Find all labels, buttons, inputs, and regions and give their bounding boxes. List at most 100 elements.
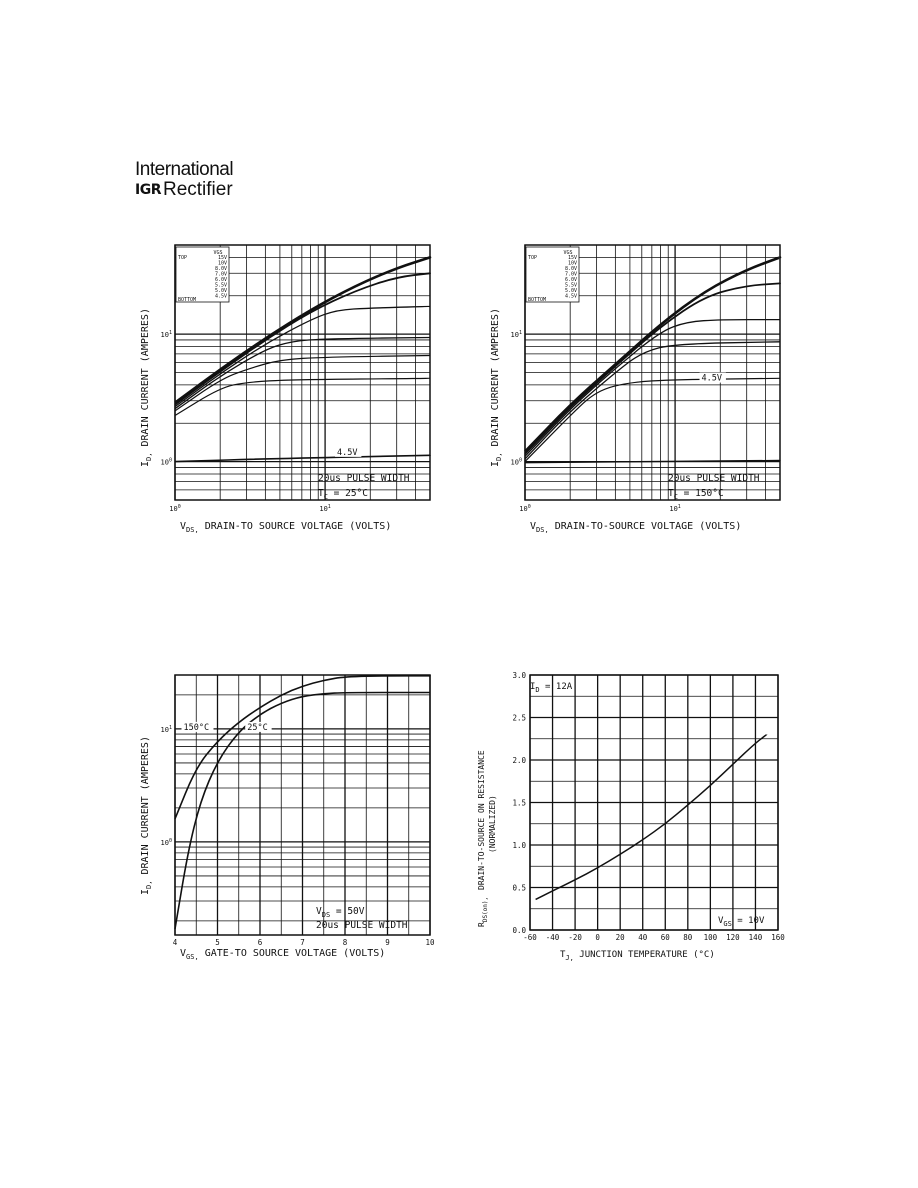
vds-note: VDS = 50V bbox=[316, 906, 365, 919]
y-tick-label: 100 bbox=[511, 458, 522, 467]
series-line bbox=[524, 318, 780, 457]
annotation-bg bbox=[334, 446, 362, 457]
x-tick-label: 5 bbox=[215, 938, 220, 947]
curve-annotation: 25°C bbox=[247, 723, 267, 733]
series-line bbox=[174, 256, 432, 404]
x-axis-label: VGS, GATE-TO SOURCE VOLTAGE (VOLTS) bbox=[180, 948, 385, 961]
x-tick-label: 40 bbox=[638, 933, 648, 942]
temperature-note: TC = 25°C bbox=[318, 488, 368, 501]
temperature-note: TC = 150°C bbox=[668, 488, 724, 501]
y-tick-label: 1.5 bbox=[512, 799, 526, 808]
grid bbox=[174, 674, 431, 936]
legend-top-label: TOP bbox=[528, 255, 537, 261]
x-tick-label: 4 bbox=[173, 938, 178, 947]
grid bbox=[529, 674, 779, 931]
x-tick-label: 160 bbox=[771, 933, 785, 942]
id-note: ID = 12A bbox=[530, 682, 573, 694]
plot-frame bbox=[524, 244, 781, 501]
x-tick-label: 6 bbox=[258, 938, 263, 947]
legend-value: 7.0V bbox=[565, 272, 577, 278]
legend-box: VGS TOP BOTTOM 15V 10V 8.0V 7.0V 6.0V 5.… bbox=[525, 246, 580, 303]
y-tick-label: 1.0 bbox=[512, 841, 526, 850]
y-axis-label: ID, DRAIN CURRENT (AMPERES) bbox=[140, 736, 153, 895]
x-tick-label: 60 bbox=[661, 933, 671, 942]
legend-value: 6.0V bbox=[565, 277, 577, 283]
x-tick-label: -40 bbox=[546, 933, 560, 942]
x-axis-label: VDS, DRAIN-TO-SOURCE VOLTAGE (VOLTS) bbox=[530, 521, 741, 534]
pulse-width-note: 20us PULSE WIDTH bbox=[318, 473, 410, 484]
series-group bbox=[535, 733, 768, 901]
chart-output-characteristics-150c: 100 101 100 101 4.5V VGS TOP BOTTOM 15V 10V … bbox=[490, 244, 782, 534]
y-axis-label: ID, DRAIN CURRENT (AMPERES) bbox=[140, 308, 153, 467]
x-tick-label: 80 bbox=[683, 933, 693, 942]
y-tick-label: 100 bbox=[161, 838, 172, 847]
series-line bbox=[535, 733, 768, 901]
y-axis-label: ID, DRAIN CURRENT (AMPERES) bbox=[490, 308, 503, 467]
legend-header: VGS bbox=[213, 250, 222, 256]
series-group bbox=[524, 256, 782, 464]
plot-frame bbox=[174, 244, 431, 501]
x-tick-label: 0 bbox=[595, 933, 600, 942]
x-tick-label: 100 bbox=[704, 933, 718, 942]
y-tick-label: 2.0 bbox=[512, 756, 526, 765]
series-line bbox=[524, 256, 782, 453]
y-tick-label: 101 bbox=[161, 330, 172, 339]
curve-annotation: 150°C bbox=[184, 723, 210, 733]
series-line bbox=[174, 354, 431, 412]
x-tick-label: 8 bbox=[343, 938, 348, 947]
y-tick-label: 3.0 bbox=[512, 671, 526, 680]
series-line bbox=[174, 272, 431, 406]
x-tick-label: 100 bbox=[519, 504, 530, 513]
y-axis-label-symbol: RDS(on), bbox=[477, 897, 489, 927]
y-tick-label: 101 bbox=[161, 725, 172, 734]
series-line bbox=[524, 377, 781, 463]
x-tick-label: 100 bbox=[169, 504, 180, 513]
y-tick-label: 0.5 bbox=[512, 884, 526, 893]
x-tick-label: 140 bbox=[749, 933, 763, 942]
annotation-bg bbox=[181, 721, 214, 732]
logo-mark: IGR bbox=[135, 182, 161, 198]
legend-value: 10V bbox=[218, 261, 227, 267]
annotation-bg bbox=[699, 372, 726, 383]
grid bbox=[174, 244, 431, 501]
x-tick-label: 101 bbox=[669, 504, 680, 513]
logo-text-rectifier: Rectifier bbox=[162, 179, 233, 200]
legend-value: 7.0V bbox=[215, 272, 227, 278]
y-axis-label-line2: (NORMALIZED) bbox=[488, 795, 497, 853]
x-tick-label: -60 bbox=[523, 933, 537, 942]
legend-bottom-label: BOTTOM bbox=[528, 297, 546, 303]
series-line bbox=[174, 675, 431, 820]
legend-box: VGS TOP BOTTOM 15V 10V 8.0V 7.0V 6.0V 5.… bbox=[175, 246, 230, 303]
curve-annotation: 4.5V bbox=[702, 374, 722, 384]
x-axis-label: VDS, DRAIN-TO SOURCE VOLTAGE (VOLTS) bbox=[180, 521, 391, 534]
pulse-width-note: 20us PULSE WIDTH bbox=[316, 920, 408, 931]
y-tick-label: 100 bbox=[161, 458, 172, 467]
legend-top-label: TOP bbox=[178, 255, 187, 261]
x-tick-label: 7 bbox=[300, 938, 305, 947]
x-tick-label: 20 bbox=[616, 933, 626, 942]
legend-value: 15V bbox=[218, 255, 227, 261]
series-line bbox=[174, 454, 431, 463]
series-line bbox=[174, 691, 430, 930]
legend-value: 8.0V bbox=[215, 266, 227, 272]
tick-labels: 100 101 100 101 bbox=[161, 330, 331, 513]
pulse-width-note: 20us PULSE WIDTH bbox=[668, 473, 760, 484]
legend-header: VGS bbox=[563, 250, 572, 256]
legend-bottom-label: BOTTOM bbox=[178, 297, 196, 303]
company-logo: International IGR Rectifier bbox=[135, 160, 234, 200]
legend-value: 8.0V bbox=[565, 266, 577, 272]
legend-value: 5.0V bbox=[215, 288, 227, 294]
legend-value: 4.5V bbox=[565, 294, 577, 300]
legend-value: 5.5V bbox=[215, 283, 227, 289]
y-tick-label: 2.5 bbox=[512, 714, 526, 723]
y-axis-label-line1: DRAIN-TO-SOURCE ON RESISTANCE bbox=[477, 750, 486, 890]
series-line bbox=[174, 336, 431, 410]
legend-value: 5.0V bbox=[565, 288, 577, 294]
x-axis-label: TJ, JUNCTION TEMPERATURE (°C) bbox=[560, 950, 715, 962]
y-tick-label: 101 bbox=[511, 330, 522, 339]
series-line bbox=[174, 377, 431, 417]
chart-output-characteristics-25c: 100 101 100 101 4.5V VGS TOP BOTTOM 15V 10V … bbox=[140, 244, 432, 534]
legend-value: 15V bbox=[568, 255, 577, 261]
tick-labels: -60 -40 -20 0 20 40 60 80 100 120 140 160 0.0 0.5 1.0 1… bbox=[512, 671, 785, 942]
legend-value: 5.5V bbox=[565, 283, 577, 289]
